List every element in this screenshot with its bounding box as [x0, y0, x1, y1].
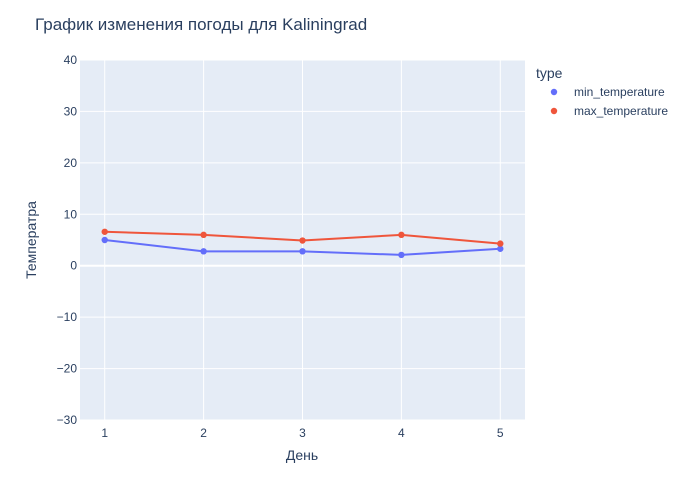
- y-axis-title: Температра: [23, 201, 39, 279]
- y-tick-label: 40: [64, 53, 78, 67]
- data-point[interactable]: [200, 248, 207, 255]
- legend: type min_temperature max_temperature: [536, 65, 668, 118]
- data-point[interactable]: [299, 248, 306, 255]
- data-point[interactable]: [200, 231, 207, 239]
- series-max_temperature: [101, 228, 504, 247]
- series-min_temperature: [101, 236, 504, 259]
- legend-item[interactable]: min_temperature: [550, 85, 665, 99]
- legend-marker: [550, 88, 558, 96]
- data-point[interactable]: [497, 240, 504, 247]
- series-layer: [101, 228, 504, 259]
- x-tick-label: 2: [200, 426, 207, 440]
- y-tick-label: −10: [57, 310, 78, 324]
- x-axis-title: День: [286, 447, 318, 463]
- chart-title: График изменения погоды для Kaliningrad: [35, 15, 367, 34]
- y-tick-label: 30: [64, 104, 78, 118]
- data-point[interactable]: [101, 228, 108, 235]
- x-tick-label: 1: [101, 426, 108, 440]
- data-point[interactable]: [299, 237, 306, 244]
- y-tick-label: −30: [57, 413, 78, 427]
- legend-item[interactable]: max_temperature: [550, 104, 669, 118]
- y-tick-label: 0: [70, 259, 77, 273]
- y-tick-label: −20: [57, 362, 78, 376]
- data-point[interactable]: [101, 236, 108, 244]
- legend-title: type: [536, 65, 563, 81]
- tick-labels: 1 2 3 4 5 −30 −20 −10 0 10 20 30 40: [57, 53, 504, 440]
- data-point[interactable]: [398, 251, 405, 259]
- y-tick-label: 10: [64, 207, 78, 221]
- legend-label: max_temperature: [574, 104, 668, 118]
- y-tick-label: 20: [64, 156, 78, 170]
- data-point[interactable]: [398, 231, 405, 239]
- data-point[interactable]: [497, 245, 504, 252]
- x-tick-label: 3: [299, 426, 306, 440]
- legend-marker: [550, 107, 558, 115]
- legend-label: min_temperature: [574, 85, 665, 99]
- x-tick-label: 5: [497, 426, 504, 440]
- x-tick-label: 4: [398, 426, 405, 440]
